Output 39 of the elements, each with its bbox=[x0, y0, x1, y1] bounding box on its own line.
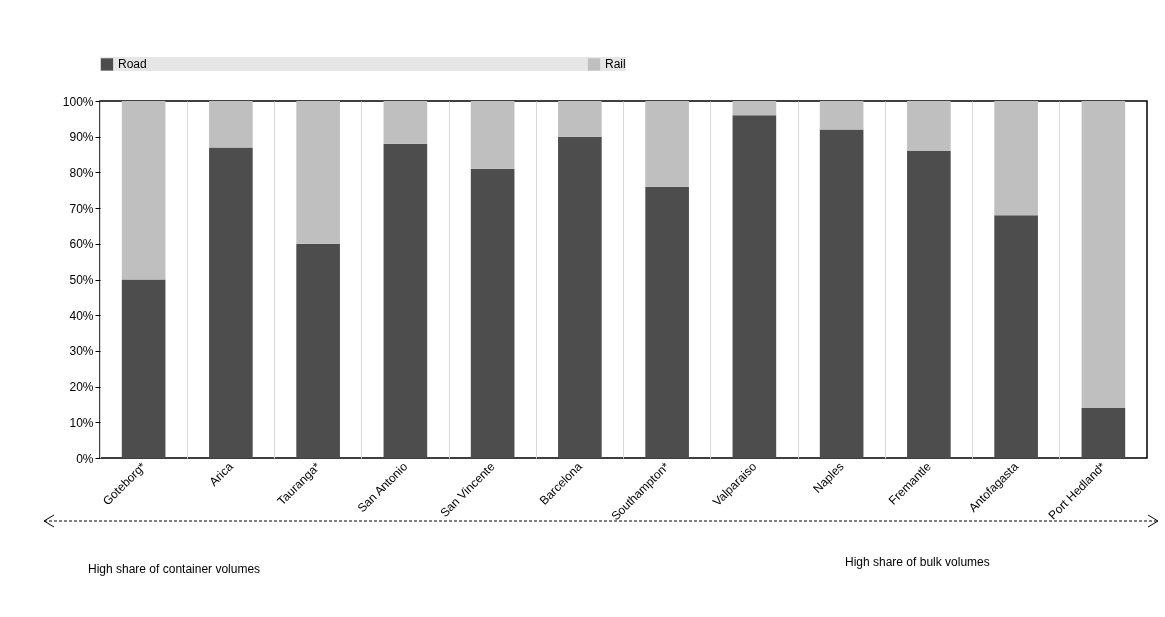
bar bbox=[994, 215, 1038, 458]
bar bbox=[558, 136, 602, 458]
bar bbox=[209, 147, 253, 458]
bar bbox=[732, 115, 777, 458]
bar bbox=[994, 101, 1038, 216]
bar bbox=[470, 168, 515, 458]
bar bbox=[470, 101, 515, 169]
bar bbox=[558, 101, 602, 137]
bar bbox=[383, 143, 428, 458]
text: High share of container volumes bbox=[88, 562, 261, 576]
text: High share of bulk volumes bbox=[845, 555, 990, 569]
legend-label: Road bbox=[118, 57, 147, 72]
bar bbox=[907, 150, 951, 458]
y-tick-label: 70% bbox=[69, 201, 94, 216]
y-tick-label: 80% bbox=[69, 165, 94, 180]
y-tick-label: 60% bbox=[69, 237, 94, 252]
y-tick-label: 50% bbox=[69, 273, 94, 287]
y-tick-label: 20% bbox=[69, 380, 94, 395]
bar bbox=[209, 101, 253, 148]
y-tick-label: 0% bbox=[76, 451, 94, 466]
bar bbox=[732, 101, 777, 116]
bar bbox=[645, 101, 689, 187]
y-tick-label: 40% bbox=[69, 308, 94, 323]
bar bbox=[907, 101, 951, 151]
bar bbox=[121, 279, 166, 458]
bar bbox=[383, 101, 428, 144]
bar bbox=[296, 101, 340, 244]
bar bbox=[819, 101, 864, 130]
bar bbox=[1081, 101, 1126, 409]
y-tick-label: 30% bbox=[69, 344, 94, 359]
bar bbox=[819, 129, 864, 458]
bar bbox=[296, 243, 340, 458]
y-tick-label: 10% bbox=[69, 415, 94, 430]
y-tick-label: 90% bbox=[69, 130, 94, 145]
bar bbox=[121, 101, 166, 280]
y-tick-label: 100% bbox=[62, 94, 94, 109]
bar bbox=[1081, 408, 1126, 458]
bar bbox=[645, 186, 689, 458]
legend-label: Rail bbox=[605, 57, 626, 72]
